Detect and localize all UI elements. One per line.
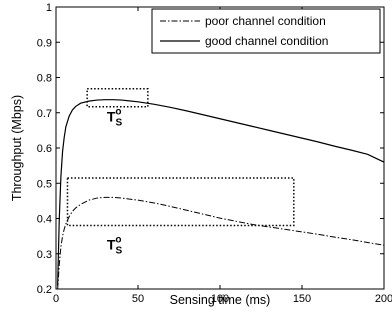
x-tick-label: 200: [375, 293, 392, 305]
series-line-good: [57, 99, 385, 286]
x-tick-label: 150: [293, 293, 311, 305]
legend-label-good: good channel condition: [205, 34, 328, 48]
y-tick-label: 0.4: [37, 214, 52, 226]
annotations-layer: To S To S: [107, 107, 123, 257]
x-tick-label: 0: [53, 293, 59, 305]
y-tick-label: 0.8: [37, 73, 52, 85]
legend-box: [151, 8, 381, 54]
legend-label-poor: poor channel condition: [205, 14, 326, 28]
series-layer: [57, 99, 385, 290]
annotation-ts-0: To S: [107, 107, 123, 129]
dotted-region-0: [86, 88, 149, 108]
y-tick-label: 0.9: [37, 37, 52, 49]
x-tick-label: 50: [132, 293, 144, 305]
y-tick-label: 0.3: [37, 249, 52, 261]
dotted-region-1: [66, 177, 295, 227]
ticks-layer: 0 50 100 150 200 0.2 0.3 0.4 0.5 0.6 0.7 0.8 0.9 1: [37, 2, 392, 305]
annotation-ts-1: To S: [107, 235, 123, 257]
legend: poor channel condition good channel cond…: [151, 8, 381, 54]
y-tick-label: 0.7: [37, 108, 52, 120]
x-axis-label: Sensing time (ms): [170, 293, 271, 307]
y-tick-label: 0.6: [37, 143, 52, 155]
y-axis-label: Throughput (Mbps): [10, 95, 24, 201]
y-tick-label: 0.2: [37, 284, 52, 296]
series-line-poor: [57, 196, 385, 290]
x-tick-label: 100: [211, 293, 229, 305]
y-tick-label: 1: [46, 2, 52, 14]
y-tick-label: 0.5: [37, 178, 52, 190]
regions-layer: [66, 88, 295, 227]
